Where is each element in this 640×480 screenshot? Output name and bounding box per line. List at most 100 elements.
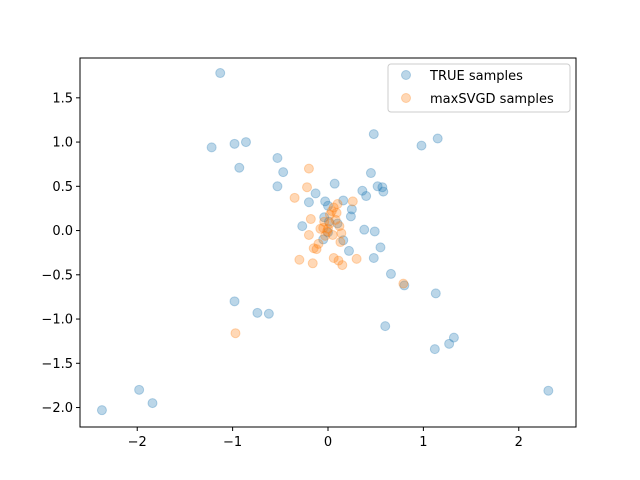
true-sample-point [206, 142, 217, 153]
true-sample-point [297, 221, 308, 232]
true-sample-point [448, 332, 459, 343]
true-sample-point [310, 188, 321, 199]
maxsvgd-sample-point [315, 223, 326, 234]
maxsvgd-sample-point [331, 207, 342, 218]
true-sample-point [240, 137, 251, 148]
true-sample-point [429, 344, 440, 355]
maxsvgd-sample-point [294, 254, 305, 265]
maxsvgd-sample-point [330, 214, 341, 225]
maxsvgd-sample-point [398, 278, 409, 289]
maxsvgd-sample-point [303, 163, 314, 174]
true-sample-point [416, 140, 427, 151]
maxsvgd-sample-point [323, 223, 333, 234]
true-sample-point [320, 196, 331, 207]
true-sample-point [329, 178, 340, 189]
y-tick-label: −1.5 [41, 357, 73, 372]
true-sample-point [380, 321, 391, 332]
true-sample-point [346, 204, 357, 215]
true-sample-point [215, 68, 226, 79]
maxsvgd-sample-point [305, 214, 316, 225]
true-sample-point [399, 280, 410, 291]
true-sample-point [359, 224, 370, 235]
true-sample-point [263, 308, 274, 319]
true-sample-point [369, 226, 380, 237]
maxsvgd-sample-point [320, 230, 331, 241]
true-sample-point [432, 133, 443, 144]
maxsvgd-sample-point [326, 206, 337, 217]
legend-frame [387, 63, 571, 113]
maxsvgd-sample-point [311, 244, 322, 255]
true-sample-point [385, 268, 396, 279]
maxsvgd-sample-point [324, 218, 335, 229]
y-tick-label: −1.0 [41, 313, 73, 328]
y-tick-label: −0.5 [41, 268, 73, 283]
maxsvgd-sample-point [302, 182, 313, 193]
true-sample-point [278, 167, 289, 178]
true-sample-point [372, 181, 383, 192]
true-sample-point [96, 405, 107, 416]
true-sample-point [377, 182, 388, 193]
true-sample-point [361, 191, 372, 202]
y-tick-label: 0.0 [52, 224, 73, 239]
true-sample-point [345, 211, 356, 222]
y-tick-label: −2.0 [41, 401, 73, 416]
true-sample-point [147, 398, 158, 409]
true-sample-point [543, 385, 554, 396]
maxsvgd-sample-point [337, 260, 348, 271]
y-tick-label: 1.5 [52, 91, 73, 106]
true-sample-point [357, 185, 368, 196]
maxsvgd-sample-point [230, 328, 241, 339]
maxsvgd-sample-point [333, 255, 344, 266]
true-sample-point [338, 235, 349, 246]
true-sample-point [430, 288, 441, 299]
true-sample-point [338, 195, 349, 206]
y-axis: −2.0 −1.5 −1.0 −0.5 0.0 0.5 1.0 1.5 [41, 91, 80, 416]
true-sample-point [323, 227, 333, 238]
x-tick-label: −1 [223, 435, 242, 450]
maxsvgd-sample-point [328, 252, 339, 263]
y-tick-label: 0.5 [52, 180, 73, 195]
maxsvgd-sample-point [328, 202, 339, 213]
true-sample-point [272, 152, 283, 163]
true-sample-point [303, 197, 314, 208]
maxsvgd-sample-point [335, 237, 346, 248]
legend-label-true-samples: TRUE samples [429, 69, 523, 84]
maxsvgd-sample-point [289, 192, 300, 203]
maxsvgd-sample-point [322, 226, 333, 237]
maxsvgd-sample-point [324, 209, 335, 220]
true-sample-point [368, 252, 379, 263]
x-tick-label: 2 [515, 435, 523, 450]
true-sample-point [332, 218, 343, 229]
true-sample-point [134, 384, 145, 395]
legend: TRUE samples maxSVGD samples [387, 63, 571, 113]
maxsvgd-sample-point [327, 229, 338, 240]
maxsvgd-sample-point [307, 258, 318, 269]
maxsvgd-sample-point [319, 216, 330, 227]
x-tick-label: 0 [324, 435, 332, 450]
true-sample-point [368, 129, 379, 140]
legend-marker-maxsvgd-samples [401, 93, 411, 103]
true-sample-point [252, 307, 263, 318]
true-sample-point [229, 296, 240, 307]
x-tick-label: −2 [128, 435, 147, 450]
maxsvgd-sample-point [303, 229, 314, 240]
maxsvgd-sample-point [334, 221, 345, 232]
points-layer [96, 68, 554, 416]
true-sample-point [323, 200, 333, 211]
maxsvgd-sample-point [347, 196, 358, 207]
legend-marker-true-samples [401, 70, 411, 80]
true-sample-point [234, 162, 245, 173]
true-sample-point [378, 186, 389, 197]
true-sample-point [229, 138, 240, 149]
maxsvgd-sample-point [313, 238, 324, 249]
legend-label-maxsvgd-samples: maxSVGD samples [430, 92, 554, 107]
true-sample-point [323, 216, 334, 227]
maxsvgd-sample-point [318, 222, 329, 233]
true-sample-point [444, 338, 455, 349]
true-sample-point [272, 181, 283, 192]
maxsvgd-sample-point [308, 243, 319, 254]
true-sample-point [365, 168, 376, 179]
true-sample-point [319, 212, 330, 223]
true-sample-point [375, 242, 386, 253]
